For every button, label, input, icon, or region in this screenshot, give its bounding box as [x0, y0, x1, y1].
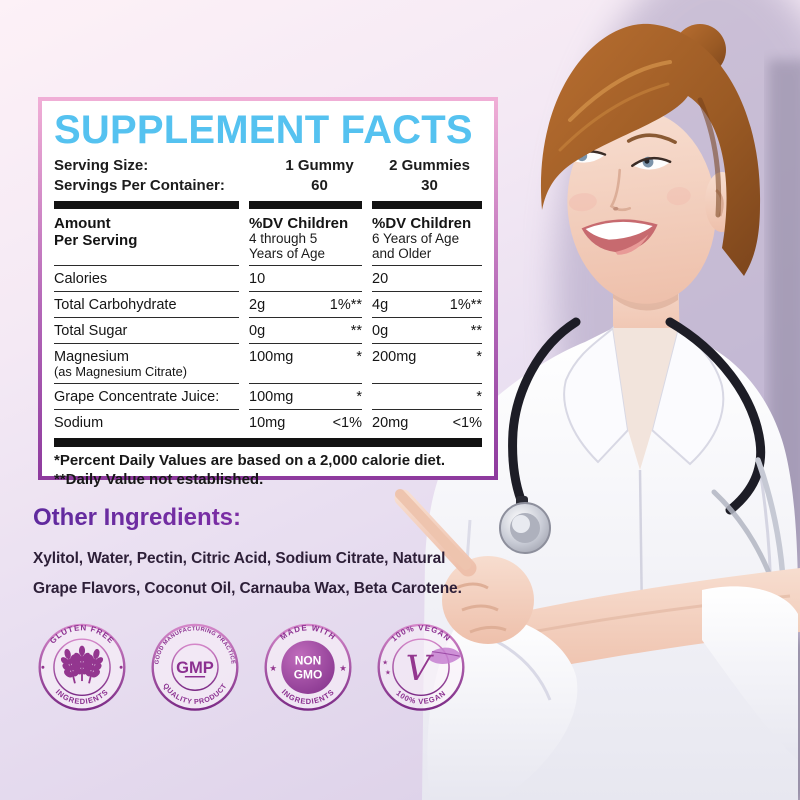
gluten-free-badge: GLUTEN FREE INGREDIENTS — [38, 623, 126, 711]
sleeve-cuff-left — [427, 612, 578, 800]
table-row-carbohydrate: Total Carbohydrate 2g 1%** 4g 1%** — [54, 291, 482, 317]
other-ingredients-heading: Other Ingredients: — [33, 504, 503, 532]
panel-title: SUPPLEMENT FACTS — [54, 108, 473, 152]
servings-count-col1: 60 — [311, 177, 328, 194]
serving-size-row: Serving Size: 1 Gummy 2 Gummies Servings… — [54, 156, 482, 196]
star-icon: ★ — [269, 664, 276, 673]
footnote-divider — [54, 438, 482, 447]
row-label: Total Sugar — [54, 323, 128, 339]
header-bars — [54, 201, 482, 209]
doctor-photo — [394, 0, 800, 800]
servings-count-label: Servings Per Container: — [54, 177, 225, 194]
row-label: Grape Concentrate Juice: — [54, 389, 220, 405]
non-gmo-line2: GMO — [294, 667, 323, 681]
star-icon: ★ — [385, 670, 391, 677]
vegan-v-text: V — [406, 649, 435, 689]
non-gmo-badge: MADE WITH INGREDIENTS NON GMO ★ ★ — [264, 623, 352, 711]
row-label: Total Carbohydrate — [54, 297, 177, 313]
table-header: Amount Per Serving %DV Children 4 throug… — [54, 209, 482, 265]
header-dv-children-4-5: %DV Children — [249, 215, 349, 232]
doctor-smile — [581, 219, 658, 255]
supplement-facts-panel: SUPPLEMENT FACTS Serving Size: 1 Gummy 2… — [38, 97, 498, 488]
table-row-sodium: Sodium 10mg <1% 20mg <1% — [54, 409, 482, 435]
table-row-sugar: Total Sugar 0g ** 0g ** — [54, 317, 482, 343]
sleeve-cuff-right — [702, 586, 798, 760]
vegan-badge: 100% VEGAN 100% VEGAN V ★ ★ — [377, 623, 465, 711]
header-dv-children-6-older: %DV Children — [372, 215, 472, 232]
row-label: Calories — [54, 271, 108, 287]
non-gmo-line1: NON — [295, 654, 322, 668]
star-icon: ★ — [339, 664, 346, 673]
serving-size-col1: 1 Gummy — [285, 157, 354, 174]
gmp-center-text: GMP — [176, 658, 214, 677]
table-row-calories: Calories 10 20 — [54, 265, 482, 291]
other-ingredients-text: Xylitol, Water, Pectin, Citric Acid, Sod… — [33, 550, 462, 597]
header-amount: Amount — [54, 215, 111, 232]
pointing-hand — [394, 489, 534, 644]
table-row-grape-juice: Grape Concentrate Juice: 100mg * * — [54, 383, 482, 409]
row-label: Magnesium — [54, 349, 129, 365]
footnote-1: *Percent Daily Values are based on a 2,0… — [54, 452, 446, 469]
star-icon: ★ — [382, 660, 388, 667]
badge-row: GLUTEN FREE INGREDIENTS GOOD MANUFACTURI… — [36, 617, 467, 712]
footnote-2: **Daily Value not established. — [54, 470, 264, 488]
serving-size-label: Serving Size: — [54, 157, 149, 174]
table-row-magnesium: Magnesium (as Magnesium Citrate) 100mg * 2… — [54, 343, 482, 383]
doctor-hair — [540, 23, 761, 276]
vegan-v-leaf-icon: V ★ ★ — [382, 647, 462, 689]
other-ingredients-section: Other Ingredients: Xylitol, Water, Pecti… — [33, 504, 503, 604]
serving-size-col2: 2 Gummies — [389, 157, 470, 174]
row-label: Sodium — [54, 415, 104, 431]
servings-count-col2: 30 — [421, 177, 438, 194]
gmp-badge: GOOD MANUFACTURING PRACTICE QUALITY PROD… — [151, 623, 239, 711]
